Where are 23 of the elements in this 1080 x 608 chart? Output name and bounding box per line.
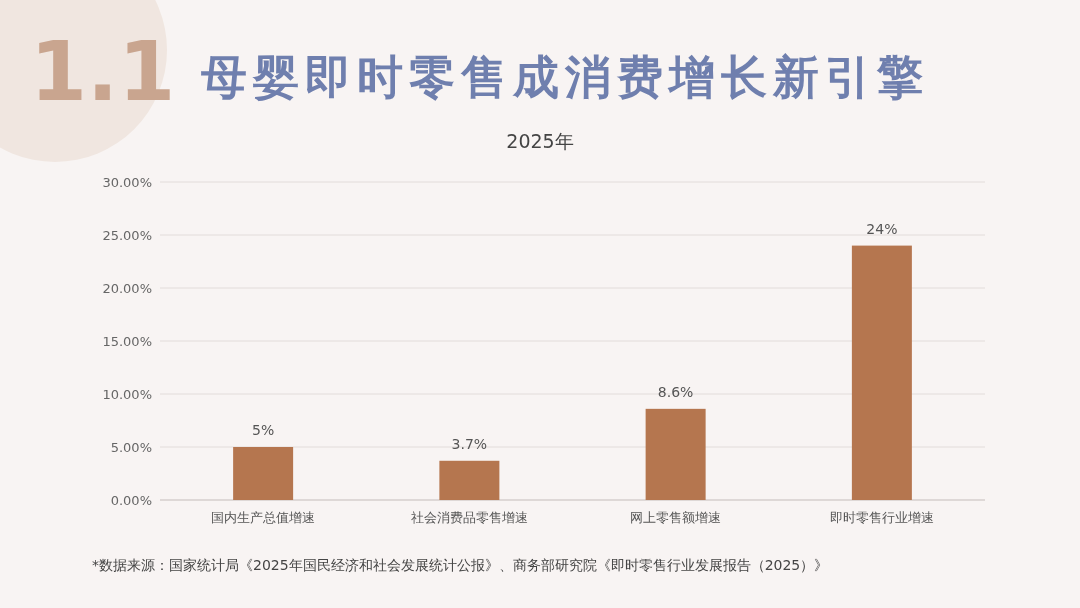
data-label: 3.7%: [451, 435, 488, 452]
y-tick-label: 20.00%: [102, 280, 152, 296]
text: 1.1: [30, 24, 176, 119]
x-tick-label: 即时零售行业增速: [829, 510, 934, 525]
bar: [233, 447, 294, 500]
bar: [645, 408, 706, 500]
text: *数据来源：国家统计局《2025年国民经济和社会发展统计公报》、商务部研究院《即时零售行业发展报告（2025）》: [92, 557, 829, 573]
chart-subtitle: 2025年: [506, 130, 574, 152]
y-tick-label: 10.00%: [102, 386, 152, 402]
data-label: 5%: [252, 422, 275, 438]
bar: [439, 460, 500, 500]
y-tick-label: 5.00%: [110, 439, 152, 455]
x-tick-label: 社会消费品零售增速: [410, 510, 528, 525]
x-tick-label: 国内生产总值增速: [211, 510, 316, 525]
y-tick-label: 30.00%: [102, 174, 152, 190]
chart-title: 母婴即时零售成消费增长新引擎: [201, 50, 929, 104]
bar: [851, 245, 912, 500]
data-label: 24%: [866, 220, 898, 237]
data-label: 8.6%: [657, 383, 694, 400]
y-tick-label: 15.00%: [102, 333, 152, 349]
y-tick-label: 0.00%: [110, 492, 152, 508]
y-tick-label: 25.00%: [102, 227, 152, 243]
x-tick-label: 网上零售额增速: [630, 510, 722, 525]
